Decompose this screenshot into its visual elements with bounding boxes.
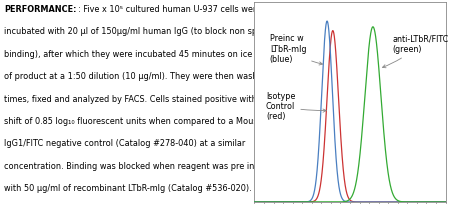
Text: times, fixed and analyzed by FACS. Cells stained positive with a mean: times, fixed and analyzed by FACS. Cells…: [4, 95, 291, 104]
Text: of product at a 1:50 dilution (10 μg/ml). They were then washed three: of product at a 1:50 dilution (10 μg/ml)…: [4, 72, 293, 81]
Text: Preinc w
LTbR-mIg
(blue): Preinc w LTbR-mIg (blue): [270, 34, 323, 65]
Text: IgG1/FITC negative control (Catalog #278-040) at a similar: IgG1/FITC negative control (Catalog #278…: [4, 139, 246, 148]
Text: binding), after which they were incubated 45 minutes on ice with 80 μl: binding), after which they were incubate…: [4, 50, 296, 59]
Text: anti-LTbR/FITC
(green): anti-LTbR/FITC (green): [382, 34, 448, 68]
Text: incubated with 20 μl of 150μg/ml human IgG (to block non specific: incubated with 20 μl of 150μg/ml human I…: [4, 27, 279, 37]
Text: PERFORMANCE:: PERFORMANCE:: [4, 5, 77, 14]
Text: : Five x 10⁵ cultured human U-937 cells were pre: : Five x 10⁵ cultured human U-937 cells …: [78, 5, 277, 14]
Text: shift of 0.85 log₁₀ fluorescent units when compared to a Mouse: shift of 0.85 log₁₀ fluorescent units wh…: [4, 117, 263, 126]
Text: with 50 μg/ml of recombinant LTbR-mIg (Catalog #536-020).: with 50 μg/ml of recombinant LTbR-mIg (C…: [4, 184, 252, 193]
Text: concentration. Binding was blocked when reagent was pre incubated: concentration. Binding was blocked when …: [4, 162, 288, 171]
Text: Isotype
Control
(red): Isotype Control (red): [266, 92, 326, 121]
